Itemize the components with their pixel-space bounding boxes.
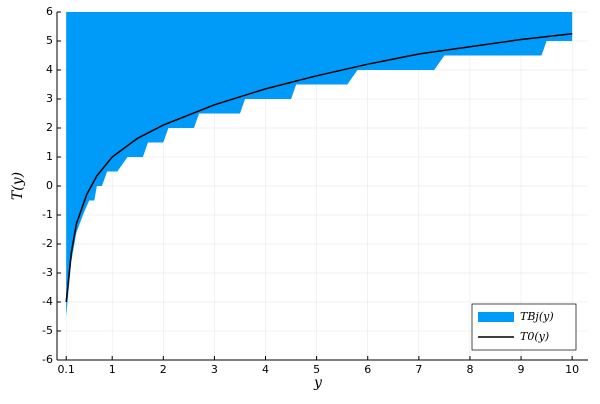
y-tick-label: -3 [42, 266, 53, 279]
y-tick-label: 3 [46, 92, 53, 105]
y-tick-label: 1 [46, 150, 53, 163]
line [65, 33, 573, 303]
y-axis-label: T(y) [10, 172, 26, 200]
x-tick-label: 5 [313, 363, 320, 376]
y-tick-label: -1 [42, 208, 53, 221]
legend-box [471, 303, 577, 351]
y-tick-label: -2 [42, 237, 53, 250]
y-tick-label: 4 [46, 63, 53, 76]
legend-label: TBj(y) [520, 310, 554, 323]
x-tick-label: 9 [518, 363, 525, 376]
area [66, 12, 573, 317]
y-tick-label: 2 [46, 121, 53, 134]
y-tick-label: 6 [46, 5, 53, 18]
y-tick-label: -5 [42, 324, 53, 337]
y-tick-label: 5 [46, 34, 53, 47]
x-tick-label: 8 [466, 363, 473, 376]
x-tick-label: 3 [211, 363, 218, 376]
x-tick-label: 10 [565, 363, 579, 376]
x-tick-label: 0.1 [57, 363, 75, 376]
y-tick-label: -6 [42, 353, 53, 366]
legend-swatch [478, 312, 514, 322]
legend-label: T0(y) [520, 330, 549, 343]
x-tick-label: 4 [262, 363, 269, 376]
y-tick-label: -4 [42, 295, 53, 308]
y-tick-label: 0 [46, 179, 53, 192]
x-axis-label: y [313, 375, 323, 391]
x-tick-label: 6 [364, 363, 371, 376]
x-tick-label: 2 [160, 363, 167, 376]
x-tick-label: 7 [415, 363, 422, 376]
x-tick-label: 1 [109, 363, 116, 376]
